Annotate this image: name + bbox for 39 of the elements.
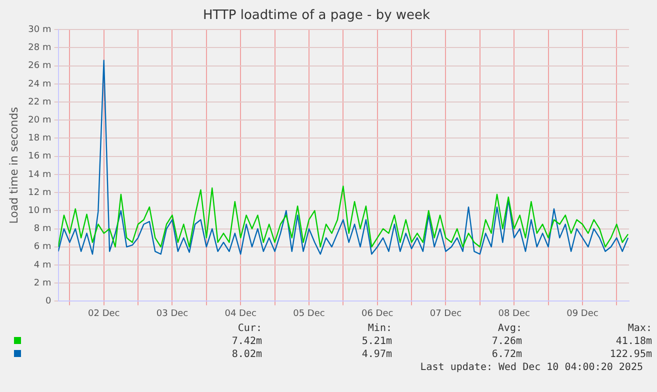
x-tick-label: 07 Dec bbox=[430, 308, 462, 319]
text: 7.26m bbox=[490, 335, 522, 348]
y-tick-label: 22 m bbox=[28, 97, 52, 108]
y-tick-label: 6 m bbox=[34, 242, 52, 252]
y-tick-label: 24 m bbox=[28, 79, 52, 90]
text: Avg: bbox=[496, 322, 522, 335]
text: 8.02m bbox=[230, 348, 262, 361]
x-tick-label: 02 Dec bbox=[88, 308, 120, 319]
x-tick-label: 08 Dec bbox=[498, 308, 530, 319]
y-axis-title: Load time in seconds bbox=[7, 106, 20, 224]
y-tick-label: 28 m bbox=[28, 43, 52, 54]
y-tick-label: 8 m bbox=[34, 224, 52, 234]
x-tick-label: 04 Dec bbox=[224, 308, 257, 319]
x-tick-label: 06 Dec bbox=[361, 308, 394, 319]
text: Min: bbox=[366, 322, 392, 335]
x-tick-label: 09 Dec bbox=[566, 308, 598, 319]
text: Cur: bbox=[236, 322, 262, 335]
y-tick-label: 2 m bbox=[34, 278, 52, 288]
y-tick-label: 18 m bbox=[28, 134, 52, 144]
text: 5.21m bbox=[360, 335, 392, 348]
y-tick-label: 10 m bbox=[28, 206, 52, 216]
y-tick-label: 16 m bbox=[28, 152, 52, 162]
chart-title: HTTP loadtime of a page - by week bbox=[202, 8, 431, 24]
y-tick-label: 4 m bbox=[34, 260, 52, 270]
y-tick-label: 30 m bbox=[28, 24, 52, 35]
text: 4.97m bbox=[360, 348, 392, 361]
text: 7.42m bbox=[230, 335, 262, 348]
y-tick-label: 26 m bbox=[28, 61, 52, 72]
x-tick-label: 05 Dec bbox=[293, 308, 325, 319]
y-tick-label: 0 bbox=[46, 296, 52, 307]
text: 122.95m bbox=[608, 348, 652, 361]
text: 6.72m bbox=[490, 348, 522, 361]
text: Last update: Wed Dec 10 04:00:20 2025 bbox=[419, 361, 644, 374]
x-tick-label: 03 Dec bbox=[156, 308, 188, 319]
text: Max: bbox=[626, 322, 652, 335]
y-tick-label: 12 m bbox=[28, 188, 52, 198]
y-tick-label: 14 m bbox=[28, 170, 52, 180]
y-tick-label: 20 m bbox=[28, 115, 52, 126]
text: 41.18m bbox=[614, 335, 652, 348]
